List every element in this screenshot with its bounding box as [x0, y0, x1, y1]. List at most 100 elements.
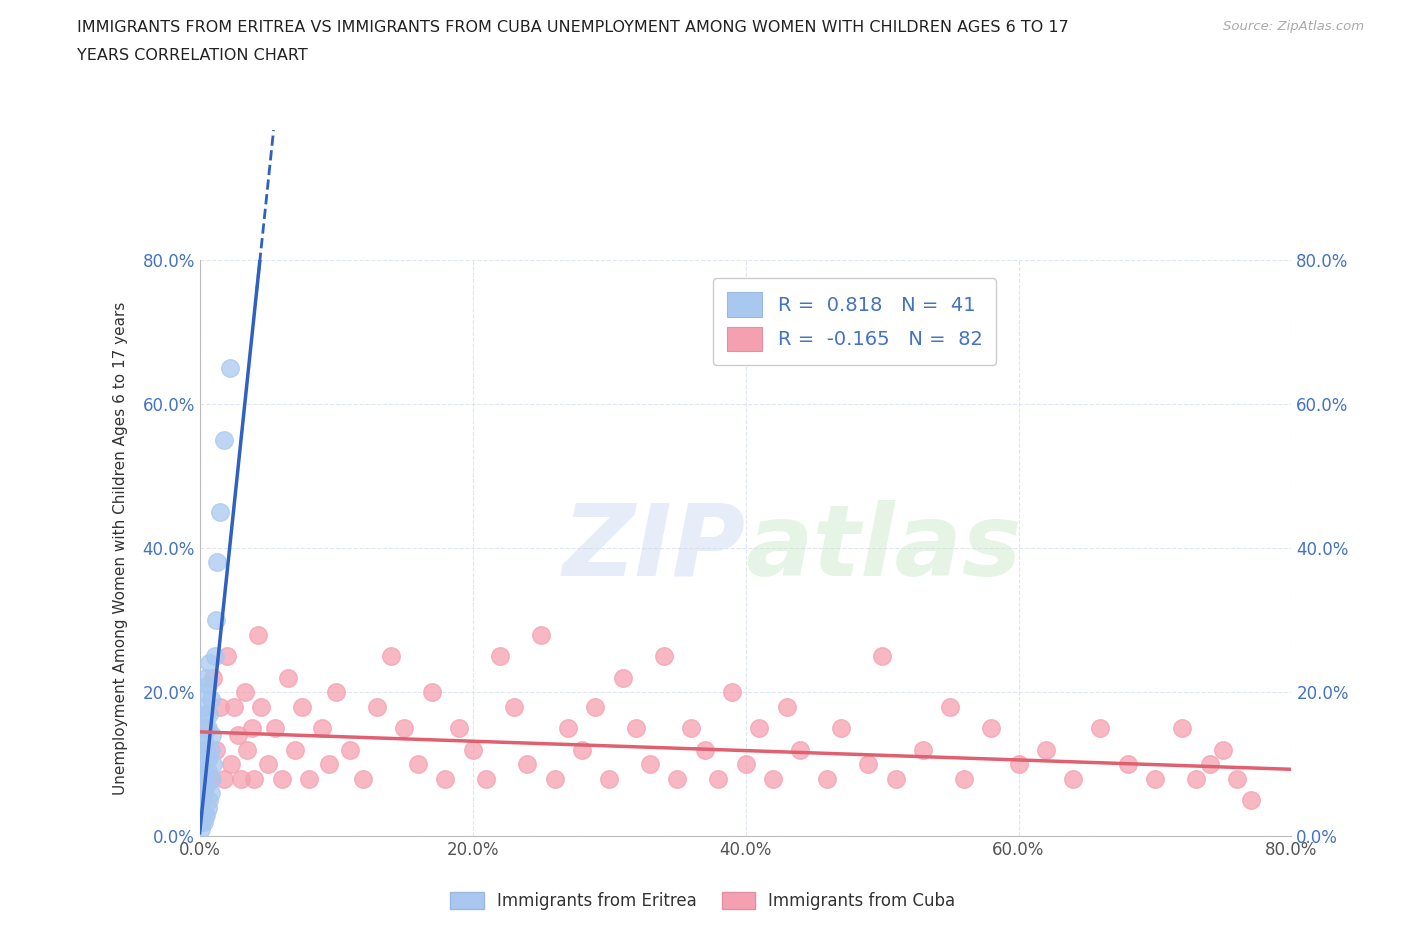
- Point: [298, 771, 321, 786]
- Point: [197, 721, 219, 736]
- Point: [284, 742, 307, 757]
- Point: [406, 757, 429, 772]
- Point: [884, 771, 907, 786]
- Point: [394, 721, 416, 736]
- Point: [516, 757, 538, 772]
- Point: [195, 778, 218, 793]
- Point: [1239, 793, 1261, 808]
- Point: [1035, 742, 1057, 757]
- Point: [190, 778, 212, 793]
- Text: YEARS CORRELATION CHART: YEARS CORRELATION CHART: [77, 48, 308, 63]
- Point: [229, 771, 252, 786]
- Point: [366, 699, 388, 714]
- Point: [1226, 771, 1249, 786]
- Point: [380, 649, 402, 664]
- Point: [557, 721, 579, 736]
- Point: [191, 793, 214, 808]
- Point: [193, 786, 215, 801]
- Point: [200, 692, 222, 707]
- Point: [817, 771, 839, 786]
- Point: [197, 764, 219, 779]
- Point: [953, 771, 976, 786]
- Point: [571, 742, 593, 757]
- Point: [195, 742, 218, 757]
- Point: [748, 721, 770, 736]
- Point: [219, 757, 242, 772]
- Point: [200, 786, 222, 801]
- Point: [693, 742, 716, 757]
- Point: [233, 684, 256, 699]
- Point: [198, 750, 221, 764]
- Point: [195, 807, 218, 822]
- Point: [190, 800, 212, 815]
- Point: [198, 656, 221, 671]
- Point: [1212, 742, 1234, 757]
- Point: [291, 699, 314, 714]
- Point: [652, 649, 675, 664]
- Point: [194, 771, 217, 786]
- Point: [598, 771, 620, 786]
- Point: [212, 432, 235, 447]
- Point: [240, 721, 263, 736]
- Point: [420, 684, 443, 699]
- Point: [858, 757, 880, 772]
- Point: [311, 721, 333, 736]
- Point: [980, 721, 1002, 736]
- Point: [212, 771, 235, 786]
- Point: [721, 684, 744, 699]
- Point: [939, 699, 962, 714]
- Point: [679, 721, 702, 736]
- Point: [638, 757, 661, 772]
- Text: IMMIGRANTS FROM ERITREA VS IMMIGRANTS FROM CUBA UNEMPLOYMENT AMONG WOMEN WITH CH: IMMIGRANTS FROM ERITREA VS IMMIGRANTS FR…: [77, 20, 1069, 35]
- Point: [789, 742, 811, 757]
- Point: [193, 815, 215, 830]
- Point: [191, 736, 214, 751]
- Y-axis label: Unemployment Among Women with Children Ages 6 to 17 years: Unemployment Among Women with Children A…: [114, 301, 128, 795]
- Point: [626, 721, 648, 736]
- Point: [1198, 757, 1220, 772]
- Point: [195, 707, 218, 722]
- Point: [218, 361, 240, 376]
- Point: [263, 721, 285, 736]
- Point: [461, 742, 484, 757]
- Point: [318, 757, 340, 772]
- Legend: Immigrants from Eritrea, Immigrants from Cuba: Immigrants from Eritrea, Immigrants from…: [444, 885, 962, 917]
- Point: [1143, 771, 1166, 786]
- Point: [762, 771, 785, 786]
- Point: [194, 699, 217, 714]
- Point: [475, 771, 498, 786]
- Text: atlas: atlas: [745, 499, 1022, 596]
- Point: [193, 684, 215, 699]
- Point: [339, 742, 361, 757]
- Point: [193, 757, 215, 772]
- Point: [502, 699, 524, 714]
- Point: [200, 771, 222, 786]
- Point: [190, 822, 212, 837]
- Point: [543, 771, 565, 786]
- Text: Source: ZipAtlas.com: Source: ZipAtlas.com: [1223, 20, 1364, 33]
- Point: [870, 649, 893, 664]
- Point: [1116, 757, 1139, 772]
- Point: [1090, 721, 1112, 736]
- Point: [447, 721, 470, 736]
- Point: [200, 742, 222, 757]
- Point: [1062, 771, 1084, 786]
- Point: [201, 771, 224, 786]
- Point: [205, 613, 228, 628]
- Point: [775, 699, 797, 714]
- Point: [194, 736, 217, 751]
- Point: [209, 505, 232, 520]
- Point: [201, 728, 224, 743]
- Point: [222, 699, 245, 714]
- Point: [198, 707, 221, 722]
- Point: [734, 757, 756, 772]
- Point: [215, 649, 238, 664]
- Point: [247, 627, 270, 642]
- Point: [243, 771, 266, 786]
- Point: [911, 742, 934, 757]
- Point: [205, 742, 228, 757]
- Point: [666, 771, 689, 786]
- Point: [830, 721, 852, 736]
- Point: [191, 815, 214, 830]
- Point: [585, 699, 607, 714]
